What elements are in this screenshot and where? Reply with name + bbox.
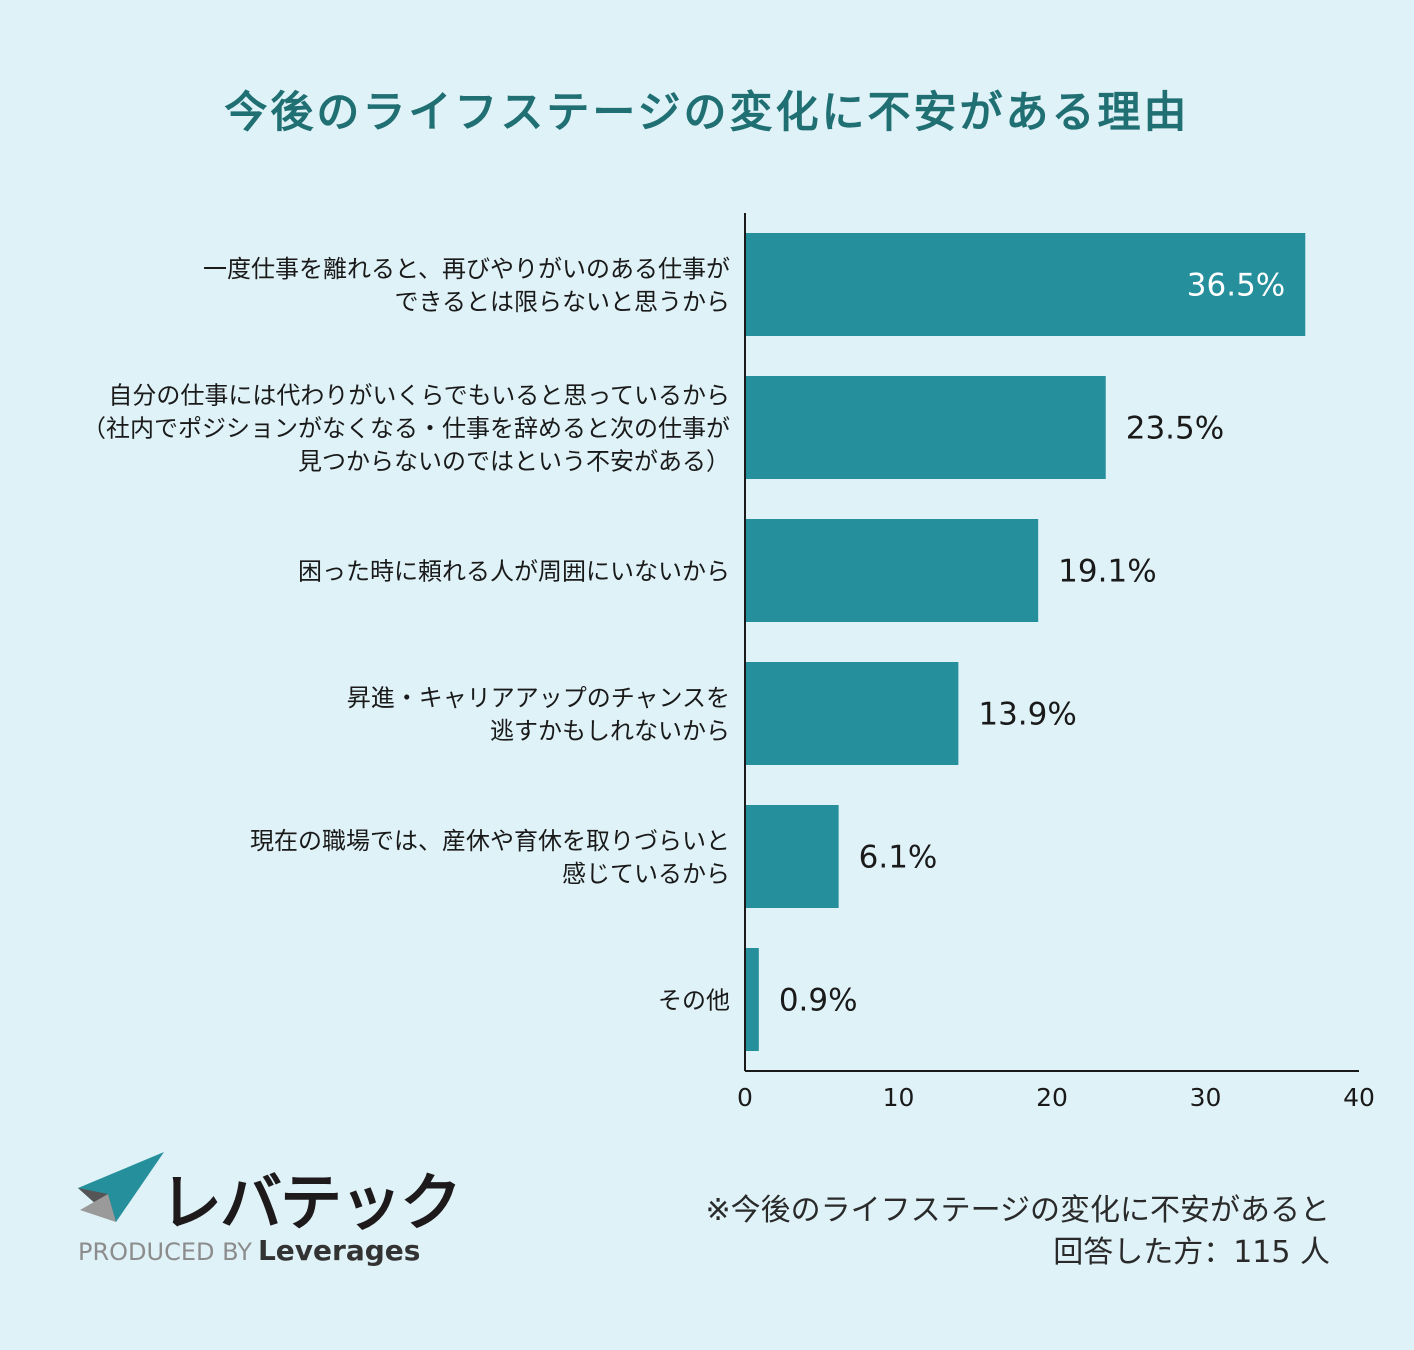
x-tick-label-3: 20 [1036,1083,1068,1112]
value-label-1: 36.5% [1187,268,1285,304]
chart-title: 今後のライフステージの変化に不安がある理由 [224,88,1190,138]
category-labels: 一度仕事を離れると、再びやりがいのある仕事ができるとは限らないと思うから自分の仕… [82,255,730,1015]
category-label-4-1: 昇進・キャリアアップのチャンスを [347,684,730,712]
bar-chart: 一度仕事を離れると、再びやりがいのある仕事ができるとは限らないと思うから自分の仕… [82,213,1375,1112]
value-label-4: 13.9% [978,697,1076,733]
axes: 0 10 20 30 40 [737,213,1375,1112]
x-tick-label-5: 40 [1343,1083,1375,1112]
bar-3 [745,519,1039,622]
value-label-2: 23.5% [1126,411,1224,447]
bar-1 [745,233,1306,336]
bars-group [745,233,1306,1051]
bar-6 [745,948,759,1051]
bar-5 [745,805,839,908]
category-label-3-1: 困った時に頼れる人が周囲にいないから [298,558,730,586]
category-label-2-1: 自分の仕事には代わりがいくらでもいると思っているから [108,382,730,410]
category-label-4-2: 逃すかもしれないから [490,717,730,745]
company-name: Leverages [257,1234,421,1267]
value-label-3: 19.1% [1058,554,1156,590]
category-label-2-2: （社内でポジションがなくなる・仕事を辞めると次の仕事が [82,415,730,443]
category-label-5-1: 現在の職場では、産休や育休を取りづらいと [250,827,730,855]
x-tick-label-2: 10 [883,1083,915,1112]
value-labels: 36.5% 23.5% 19.1% 13.9% 6.1% 0.9% [779,268,1285,1019]
category-label-1-2: できるとは限らないと思うから [394,288,730,316]
value-label-6: 0.9% [779,983,858,1019]
x-tick-label-1: 0 [737,1083,753,1112]
category-label-1-1: 一度仕事を離れると、再びやりがいのある仕事が [203,255,730,283]
category-label-5-2: 感じているから [562,860,730,888]
footnote-line-2: 回答した方：115 人 [1053,1235,1330,1270]
category-label-2-3: 見つからないのではという不安がある） [298,448,730,476]
brand-logo-icon [78,1152,164,1222]
brand-name: レバテック [160,1166,462,1239]
produced-by-label: PRODUCED BY [78,1238,252,1266]
category-label-6-1: その他 [658,987,730,1015]
bar-2 [745,376,1106,479]
x-tick-label-4: 30 [1190,1083,1222,1112]
value-label-5: 6.1% [859,840,938,876]
footnote: ※今後のライフステージの変化に不安があると 回答した方：115 人 [570,1190,1330,1274]
produced-by: PRODUCED BY Leverages [78,1234,420,1267]
bar-4 [745,662,959,765]
footnote-line-1: ※今後のライフステージの変化に不安があると [705,1193,1330,1228]
